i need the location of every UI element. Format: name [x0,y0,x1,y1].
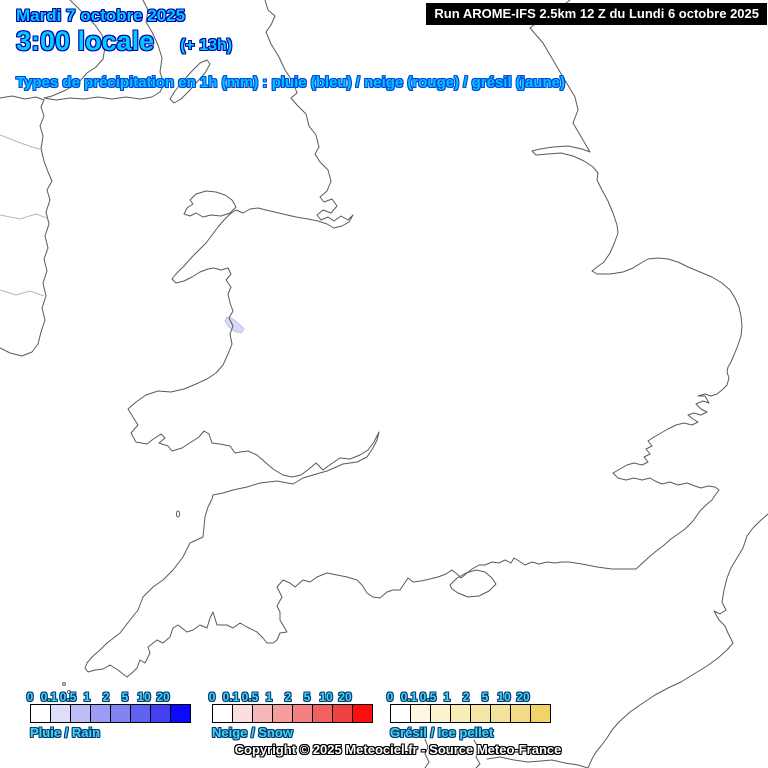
local-time: 3:00 locale [16,26,155,56]
legend-threshold-label: 0.1 [222,690,240,704]
legend-threshold-label: 5 [121,690,129,704]
legend-threshold-label: 0.1 [40,690,58,704]
legend-color-swatch [50,704,71,723]
coastline-anglesey [183,190,237,218]
legend-color-swatch [212,704,233,723]
legend-color-swatch [332,704,353,723]
legend-threshold-label: 0.5 [241,690,259,704]
legend-threshold-label: 1 [83,690,91,704]
legend-color-swatch [170,704,191,723]
legend-threshold-label: 10 [319,690,333,704]
legend-rain: 0 0.1 0.5 1 2 5 10 20 Pluie / Rain [27,690,192,742]
time-label: 3:00 locale (+ 13h) [16,26,232,57]
legend-rain-caption: Pluie / Rain [30,725,101,740]
legend-color-swatch [110,704,131,723]
legend-color-swatch [130,704,151,723]
legend-color-swatch [450,704,471,723]
legend-color-swatch [150,704,171,723]
model-run-info: Run AROME-IFS 2.5km 12 Z du Lundi 6 octo… [426,3,767,25]
coastline-scotland-fragment [43,0,165,101]
legend-icepellet: 0 0.1 0.5 1 2 5 10 20 Grésil / Ice pellet [387,690,552,742]
scilly-isle-2 [66,689,72,695]
legend-threshold-label: 20 [338,690,352,704]
legend-threshold-label: 10 [137,690,151,704]
legend-color-swatch [312,704,333,723]
copyright-text: Copyright © 2025 Meteociel.fr - Source M… [234,742,562,757]
scilly-isle-1 [62,682,66,686]
legend-threshold-label: 1 [265,690,273,704]
coastline-isle-of-man [169,59,211,104]
border-line-2 [0,213,48,220]
coastline-france-bottom [486,756,589,768]
legend-threshold-label: 20 [516,690,530,704]
rain-patch [224,316,245,334]
legend-color-swatch [490,704,511,723]
legend-threshold-label: 10 [497,690,511,704]
legend-icepellet-caption: Grésil / Ice pellet [390,725,494,740]
legend-threshold-label: 1 [443,690,451,704]
border-line-3 [0,289,45,297]
legend-color-swatch [390,704,411,723]
forecast-offset: (+ 13h) [180,37,233,54]
lundy-island [175,510,181,518]
legend-icepellet-swatches [390,704,551,723]
legend-threshold-label: 0 [26,690,34,704]
legend-color-swatch [252,704,273,723]
date-label: Mardi 7 octobre 2025 [16,6,186,25]
coastline-isle-of-wight [449,569,497,598]
legend-color-swatch [410,704,431,723]
scilly-isle-3 [72,694,76,698]
legend-threshold-label: 0.5 [59,690,77,704]
legend-icepellet-thresholds: 0 0.1 0.5 1 2 5 10 20 [387,690,552,704]
legend-threshold-label: 5 [303,690,311,704]
legend-color-swatch [352,704,373,723]
coastline-cotentin-fragment-2 [473,739,481,768]
legend-color-swatch [292,704,313,723]
coastline-cotentin-fragment-1 [424,738,430,768]
legend-color-swatch [70,704,91,723]
legend-color-swatch [90,704,111,723]
legend-threshold-label: 0.5 [419,690,437,704]
legend-snow-thresholds: 0 0.1 0.5 1 2 5 10 20 [209,690,374,704]
legend-threshold-label: 0.1 [400,690,418,704]
legend-color-swatch [430,704,451,723]
legend-threshold-label: 2 [284,690,292,704]
border-line-1 [0,134,44,151]
legend-threshold-label: 20 [156,690,170,704]
legend-threshold-label: 2 [102,690,110,704]
legend-color-swatch [30,704,51,723]
coastline-great-britain [84,0,743,678]
legend-color-swatch [232,704,253,723]
legend-snow-caption: Neige / Snow [212,725,293,740]
legend-color-swatch [272,704,293,723]
legend-snow: 0 0.1 0.5 1 2 5 10 20 Neige / Snow [209,690,374,742]
legend-rain-thresholds: 0 0.1 0.5 1 2 5 10 20 [27,690,192,704]
coastline-ireland-fragment [0,95,53,357]
legend-color-swatch [470,704,491,723]
legend-threshold-label: 0 [386,690,394,704]
legend-color-swatch [530,704,551,723]
legend-threshold-label: 0 [208,690,216,704]
map-subtitle: Types de précipitation en 1h (mm) : plui… [16,74,565,91]
legend-color-swatch [510,704,531,723]
legend-threshold-label: 2 [462,690,470,704]
legend-rain-swatches [30,704,191,723]
legend-threshold-label: 5 [481,690,489,704]
legend-snow-swatches [212,704,373,723]
coastline-france-northeast [587,513,768,768]
